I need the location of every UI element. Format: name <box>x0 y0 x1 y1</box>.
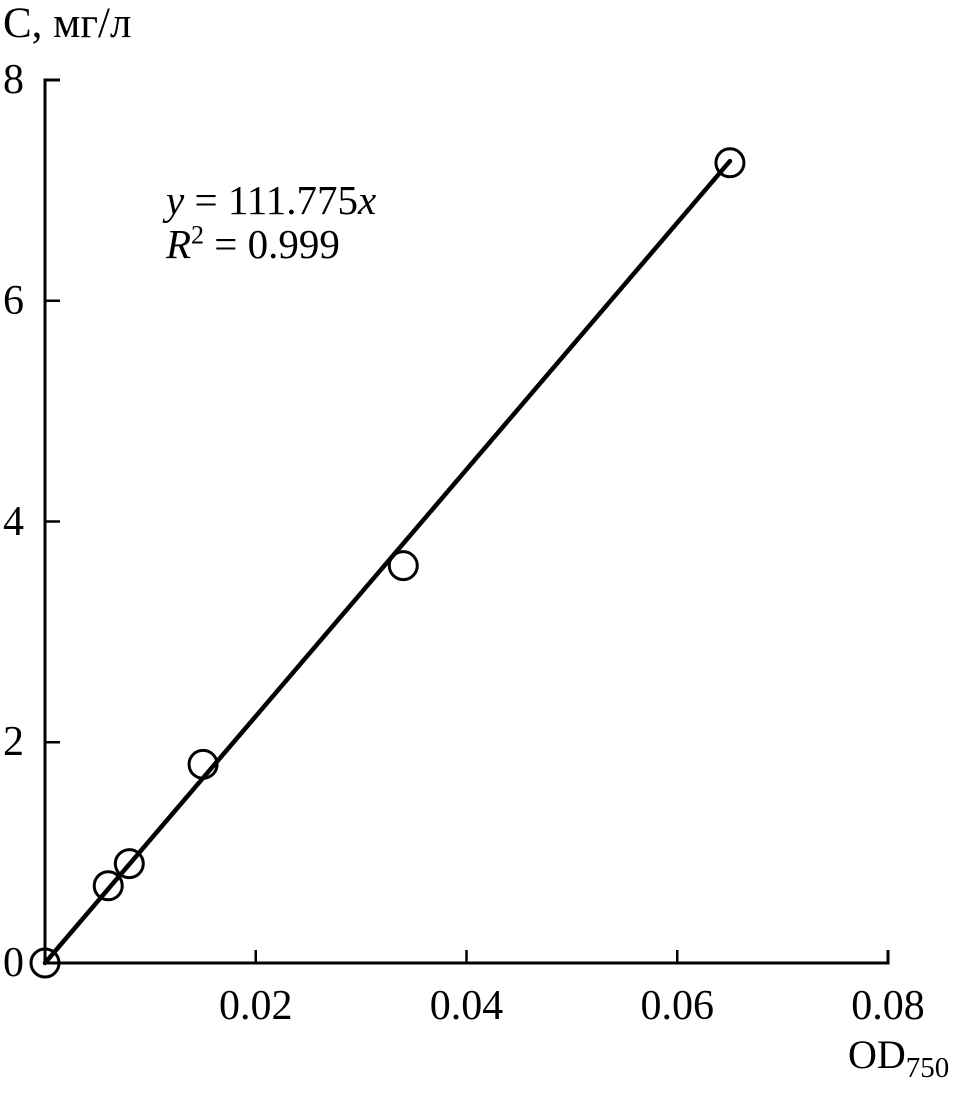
x-tick-label: 0.02 <box>219 983 293 1029</box>
data-point-marker <box>29 947 61 979</box>
equation-line: y = 111.775x <box>166 178 376 222</box>
equation-value: = 111.775 <box>184 177 359 223</box>
y-axis-title: C, мг/л <box>3 0 132 47</box>
r-squared-exponent: 2 <box>191 220 205 250</box>
x-axis-title-subscript: 750 <box>905 1052 950 1084</box>
x-tick-label: 0.08 <box>851 983 925 1029</box>
y-tick-label: 4 <box>3 498 24 545</box>
x-tick-label: 0.06 <box>640 983 715 1029</box>
data-point-marker <box>714 147 746 179</box>
data-point-marker <box>92 870 124 902</box>
r-squared-line: R2 = 0.999 <box>166 222 376 266</box>
trendline-annotation: y = 111.775x R2 = 0.999 <box>166 178 376 266</box>
x-axis-title-text: OD <box>848 1032 906 1077</box>
equation-var-x: x <box>358 177 377 223</box>
y-tick-label: 2 <box>3 719 24 766</box>
x-axis-title: OD750 <box>848 1032 949 1083</box>
data-point-marker <box>387 550 419 582</box>
y-tick-label: 0 <box>3 940 24 986</box>
data-point-marker <box>187 748 219 780</box>
y-tick-label: 6 <box>3 277 24 324</box>
x-tick-label: 0.04 <box>429 983 504 1029</box>
r-squared-var: R <box>166 221 192 267</box>
equation-var-y: y <box>166 177 185 223</box>
r-squared-value: = 0.999 <box>204 221 340 267</box>
y-tick-label: 8 <box>3 57 24 103</box>
data-point-marker <box>113 848 145 880</box>
trend-line <box>42 158 733 966</box>
